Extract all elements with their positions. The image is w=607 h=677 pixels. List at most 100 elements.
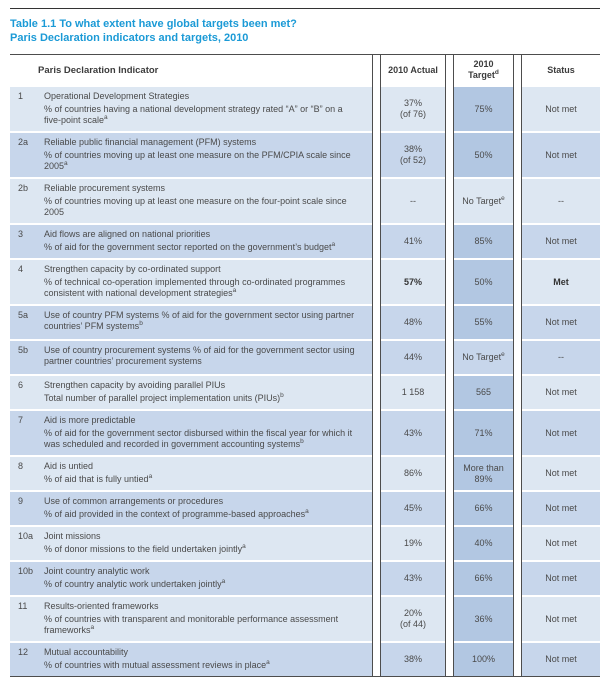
actual-value: 41% xyxy=(403,236,422,246)
indicator-text: Use of common arrangements or procedures… xyxy=(40,492,372,525)
indicator-description: % of aid provided in the context of prog… xyxy=(44,508,309,519)
column-separator xyxy=(372,258,381,304)
table-row: 9 Use of common arrangements or procedur… xyxy=(10,490,600,525)
actual-cell: 43% xyxy=(381,560,445,595)
header-indicator: Paris Declaration Indicator xyxy=(10,55,372,85)
table-row: 8 Aid is untied % of aid that is fully u… xyxy=(10,455,600,490)
target-value: More than 89% xyxy=(463,462,504,484)
description-footnote: b xyxy=(280,392,284,399)
table-row: 2b Reliable procurement systems % of cou… xyxy=(10,177,600,223)
description-footnote: a xyxy=(90,624,95,631)
table-row: 7 Aid is more predictable % of aid for t… xyxy=(10,409,600,455)
actual-value: 86% xyxy=(403,468,422,478)
indicator-cell: 8 Aid is untied % of aid that is fully u… xyxy=(10,455,372,490)
actual-value: 44% xyxy=(403,352,422,362)
table-row: 3 Aid flows are aligned on national prio… xyxy=(10,223,600,258)
header-actual: 2010 Actual xyxy=(381,55,445,85)
indicator-number: 7 xyxy=(18,415,24,425)
column-separator xyxy=(445,55,454,85)
status-cell: Not met xyxy=(522,85,600,131)
target-value: 100% xyxy=(471,654,496,664)
column-separator xyxy=(513,595,522,641)
indicator-number: 1 xyxy=(18,91,24,101)
indicator-description: % of countries moving up at least one me… xyxy=(44,196,347,217)
description-footnote: a xyxy=(148,473,153,480)
column-separator xyxy=(445,223,454,258)
column-separator xyxy=(513,85,522,131)
column-separator xyxy=(372,409,381,455)
indicator-number: 4 xyxy=(18,264,24,274)
target-cell: 40% xyxy=(454,525,513,560)
target-value: 36% xyxy=(474,613,493,624)
status-cell: Not met xyxy=(522,641,600,676)
indicator-cell: 12 Mutual accountability % of countries … xyxy=(10,641,372,676)
target-value: No Targete xyxy=(462,194,505,206)
table-header-row: Paris Declaration Indicator 2010 Actual … xyxy=(10,55,600,85)
indicator-number: 12 xyxy=(18,647,29,657)
indicator-title: Use of country PFM systems % of aid for … xyxy=(44,310,355,331)
actual-value: 43% xyxy=(403,427,422,438)
indicator-text: Aid flows are aligned on national priori… xyxy=(40,225,372,258)
indicator-cell: 1 Operational Development Strategies % o… xyxy=(10,85,372,131)
indicator-text: Strengthen capacity by co-ordinated supp… xyxy=(40,260,372,304)
indicator-title: Aid is untied xyxy=(44,461,94,471)
indicator-title: Use of common arrangements or procedures xyxy=(44,496,224,506)
table-row: 11 Results-oriented frameworks % of coun… xyxy=(10,595,600,641)
status-cell: Not met xyxy=(522,304,600,339)
indicator-description: % of aid that is fully untieda xyxy=(44,473,153,484)
actual-value: 45% xyxy=(403,503,422,513)
actual-value: 38% xyxy=(403,654,422,664)
status-cell: Not met xyxy=(522,560,600,595)
actual-value: 57% xyxy=(403,276,422,287)
indicator-cell: 5b Use of country procurement systems % … xyxy=(10,339,372,374)
status-cell: -- xyxy=(522,339,600,374)
actual-note: (of 44) xyxy=(399,619,426,629)
actual-cell: 43% xyxy=(381,409,445,455)
column-separator xyxy=(445,374,454,409)
description-footnote: a xyxy=(242,543,246,550)
description-footnote: b xyxy=(300,438,304,445)
column-separator xyxy=(445,339,454,374)
actual-cell: 38% (of 52) xyxy=(381,131,445,177)
indicator-number: 2b xyxy=(18,183,29,193)
indicator-cell: 6 Strengthen capacity by avoiding parall… xyxy=(10,374,372,409)
indicator-text: Reliable public financial management (PF… xyxy=(40,133,372,177)
target-value: 85% xyxy=(474,236,493,246)
description-footnote: a xyxy=(232,287,237,294)
column-separator xyxy=(445,490,454,525)
target-cell: 55% xyxy=(454,304,513,339)
target-value: 66% xyxy=(474,503,493,513)
indicator-title: Use of country procurement systems % of … xyxy=(44,345,355,366)
status-cell: Not met xyxy=(522,455,600,490)
indicator-number: 2a xyxy=(18,137,29,147)
status-cell: Not met xyxy=(522,490,600,525)
indicator-text: Use of country PFM systems % of aid for … xyxy=(40,306,372,339)
indicator-text: Joint country analytic work % of country… xyxy=(40,562,372,595)
status-cell: Not met xyxy=(522,374,600,409)
header-status: Status xyxy=(522,55,600,85)
column-separator xyxy=(513,641,522,676)
target-cell: 71% xyxy=(454,409,513,455)
actual-value: 38% xyxy=(403,144,422,154)
paris-declaration-table: Paris Declaration Indicator 2010 Actual … xyxy=(10,54,600,677)
column-separator xyxy=(513,409,522,455)
table-row: 10a Joint missions % of donor missions t… xyxy=(10,525,600,560)
indicator-description: % of countries with transparent and moni… xyxy=(44,614,339,635)
table-row: 10b Joint country analytic work % of cou… xyxy=(10,560,600,595)
indicator-description: % of country analytic work undertaken jo… xyxy=(44,578,226,589)
indicator-cell: 3 Aid flows are aligned on national prio… xyxy=(10,223,372,258)
actual-cell: -- xyxy=(381,177,445,223)
column-separator xyxy=(372,455,381,490)
column-separator xyxy=(513,339,522,374)
column-separator xyxy=(445,641,454,676)
actual-cell: 48% xyxy=(381,304,445,339)
column-separator xyxy=(513,223,522,258)
indicator-title: Strengthen capacity by co-ordinated supp… xyxy=(44,264,221,274)
table-row: 2a Reliable public financial management … xyxy=(10,131,600,177)
column-separator xyxy=(513,55,522,85)
actual-cell: 86% xyxy=(381,455,445,490)
indicator-cell: 2b Reliable procurement systems % of cou… xyxy=(10,177,372,223)
column-separator xyxy=(445,595,454,641)
indicator-cell: 11 Results-oriented frameworks % of coun… xyxy=(10,595,372,641)
target-cell: 85% xyxy=(454,223,513,258)
